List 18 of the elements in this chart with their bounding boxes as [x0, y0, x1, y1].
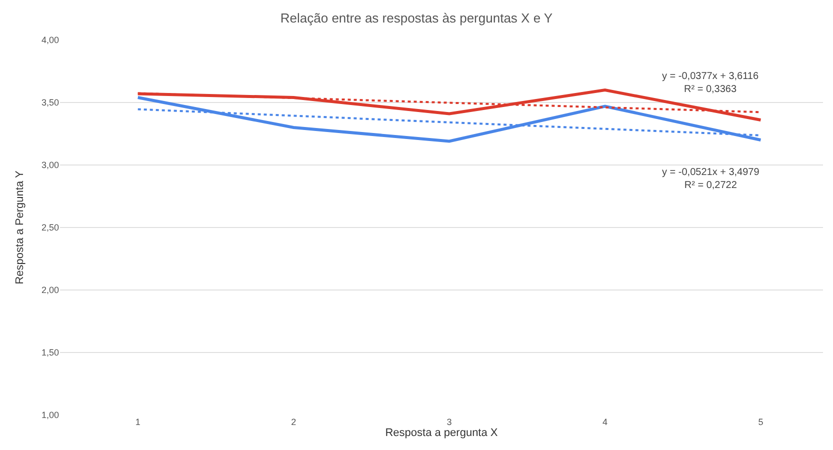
- annotation: y = -0,0521x + 3,4979 R² = 0,2722: [662, 167, 760, 191]
- line-series: [136, 96, 762, 143]
- x-tick-label: 3: [446, 417, 452, 427]
- y-tick-label: 2,00: [41, 285, 59, 296]
- x-tick-label: 4: [602, 417, 608, 427]
- chart-title: Relação entre as respostas às perguntas X e Y: [280, 10, 553, 26]
- y-tick-label: 1,00: [41, 410, 59, 420]
- y-tick-label: 3,50: [41, 98, 59, 108]
- y-tick-label: 1,50: [41, 348, 59, 358]
- annotation: y = -0,0377x + 3,6116 R² = 0,3363: [662, 71, 759, 95]
- x-tick-label: 1: [135, 417, 140, 427]
- y-axis-title: Resposta a Pergunta Y: [14, 170, 26, 284]
- y-tick-label: 3,00: [41, 160, 59, 170]
- x-tick-label: 2: [291, 417, 296, 427]
- x-tick-label: 5: [758, 417, 764, 427]
- y-tick-label: 4,00: [41, 35, 59, 46]
- y-tick-label: 2,50: [41, 222, 59, 233]
- x-axis-title: Resposta a pergunta X: [385, 427, 498, 440]
